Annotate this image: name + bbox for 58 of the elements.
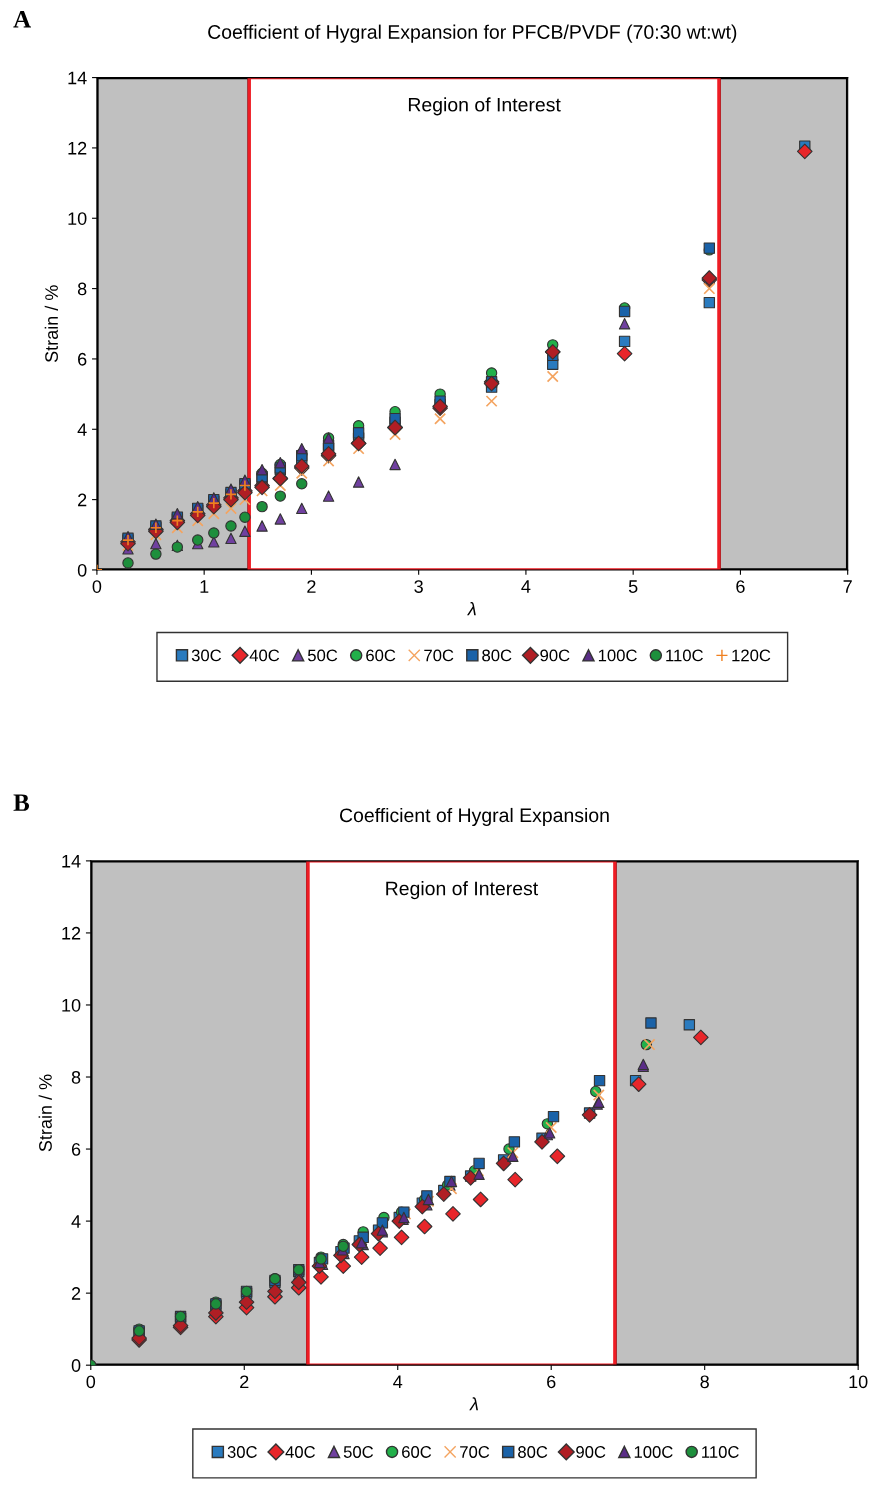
legend-label: 80C [482, 649, 512, 662]
x-tick-label: 0 [92, 580, 102, 593]
y-tick-label: 4 [77, 423, 87, 436]
y-tick-label: 2 [78, 493, 87, 507]
text: A [13, 11, 31, 28]
legend-label: 80C [518, 1446, 548, 1458]
legend-label: 60C [402, 1446, 432, 1458]
y-tick-label: 0 [71, 1359, 81, 1372]
x-tick-label: 7 [843, 580, 852, 593]
legend-label: 50C [343, 1446, 374, 1458]
y-tick-label: 14 [68, 71, 87, 85]
x-tick-label: 10 [849, 1375, 868, 1389]
legend-label: 60C [366, 649, 396, 662]
x-tick-label: 3 [414, 580, 423, 593]
band-label: Region of Interest [408, 97, 561, 116]
y-tick-label: 12 [62, 926, 81, 940]
y-tick-label: 8 [77, 282, 87, 296]
y-tick-label: 10 [62, 998, 81, 1012]
legend-label: 70C [460, 1446, 490, 1458]
legend-label: 40C [285, 1446, 316, 1458]
y-tick-label: 6 [71, 1142, 81, 1156]
band-label: Region of Interest [386, 881, 539, 900]
chart-title: Coefficient of Hygral Expansion for PFCB/PVDF (70:30 wt:wt) [208, 24, 737, 43]
legend-label: 100C [634, 1446, 673, 1458]
x-tick-label: 1 [200, 580, 209, 593]
y-tick-label: 0 [77, 563, 87, 577]
legend-label: 90C [576, 1446, 606, 1458]
x-tick-label: 2 [307, 580, 316, 593]
legend-label: 110C [702, 1446, 739, 1458]
legend-label: 50C [307, 649, 338, 662]
x-axis-title: λ [467, 602, 476, 616]
x-tick-label: 4 [521, 580, 531, 593]
chart-title: Coefficient of Hygral Expansion [340, 807, 609, 827]
x-tick-label: 8 [700, 1375, 709, 1389]
x-axis-title: λ [469, 1397, 478, 1411]
legend-label: 70C [424, 649, 454, 662]
x-tick-label: 6 [736, 580, 745, 593]
legend-label: 30C [227, 1446, 257, 1458]
y-tick-label: 14 [62, 855, 81, 868]
x-tick-label: 4 [393, 1375, 403, 1388]
y-tick-label: 10 [68, 212, 87, 225]
legend-label: 110C [666, 649, 703, 662]
y-tick-label: 8 [71, 1070, 81, 1084]
x-tick-label: 5 [628, 580, 638, 593]
legend-label: 100C [598, 649, 637, 662]
legend-label: 90C [540, 649, 570, 662]
legend-label: 40C [249, 649, 280, 662]
y-axis-title: Strain / % [38, 1074, 52, 1152]
text: B [13, 794, 30, 811]
x-tick-label: 6 [547, 1375, 556, 1389]
legend-label: 120C [732, 649, 771, 662]
x-tick-label: 2 [240, 1375, 249, 1388]
y-tick-label: 4 [71, 1215, 81, 1228]
y-axis-title: Strain / % [44, 285, 58, 363]
y-tick-label: 6 [78, 352, 87, 366]
y-tick-label: 12 [68, 141, 87, 155]
y-tick-label: 2 [71, 1287, 81, 1300]
legend-label: 30C [191, 649, 222, 662]
